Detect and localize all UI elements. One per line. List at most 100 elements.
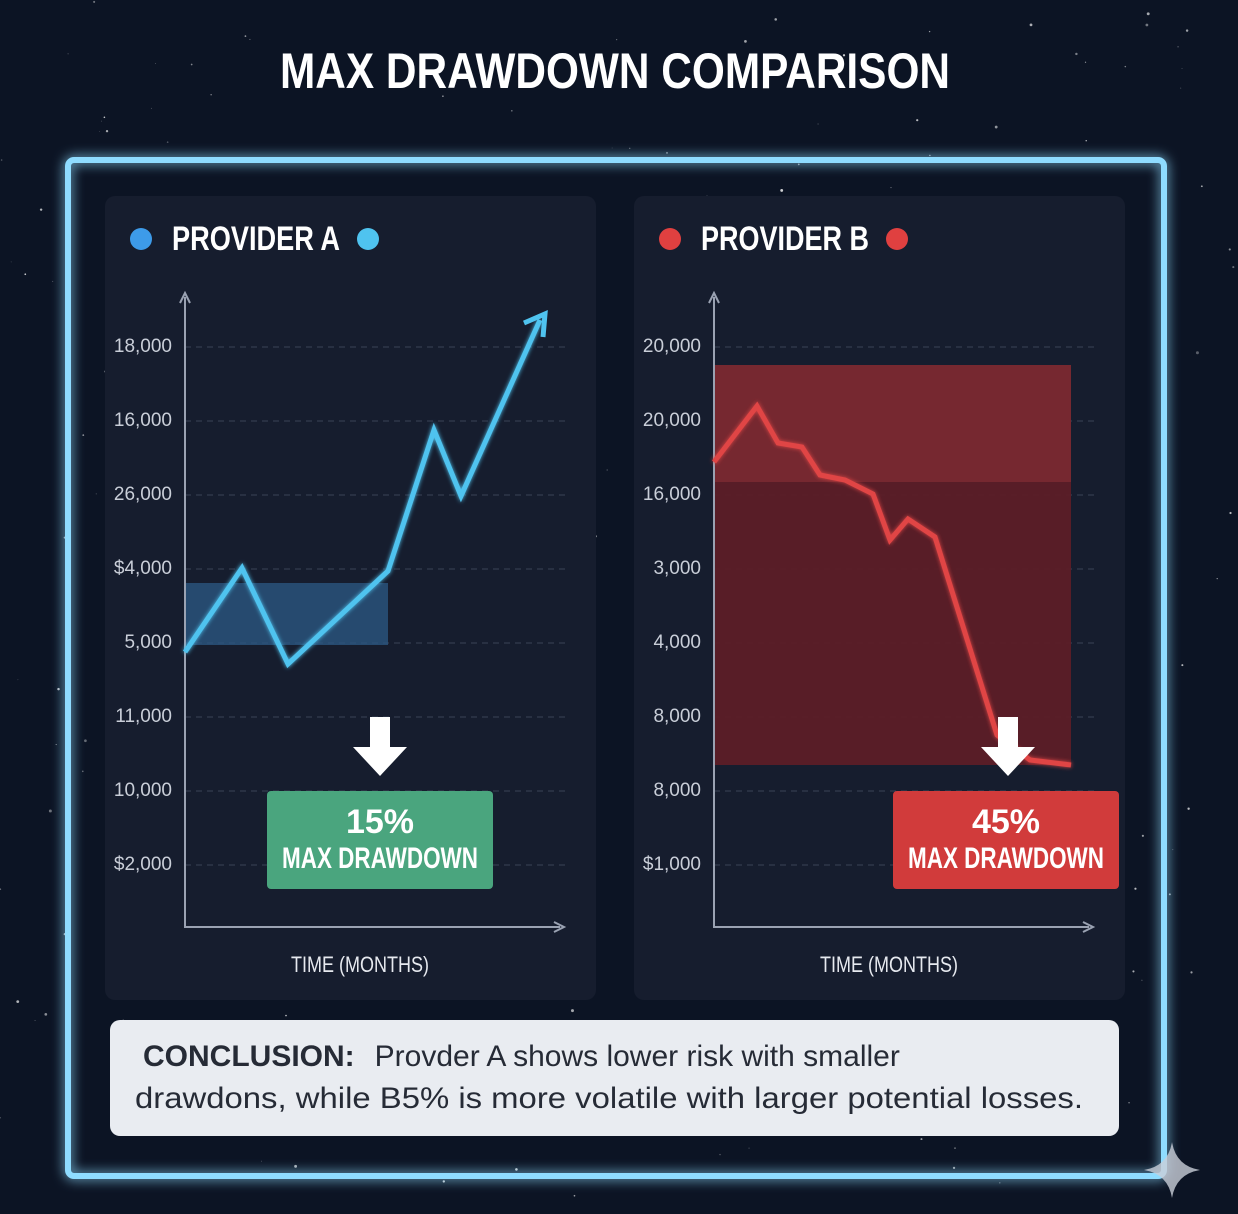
star [573, 1194, 576, 1197]
y-tick-label: 20,000 [643, 336, 701, 357]
star [616, 39, 618, 41]
x-axis-label: TIME (MONTHS) [291, 952, 429, 977]
star [797, 163, 800, 166]
y-tick-label: 26,000 [114, 484, 172, 505]
y-tick-label: 5,000 [124, 632, 172, 653]
axes [713, 297, 1089, 928]
y-tick-label: 10,000 [114, 780, 172, 801]
star [1145, 23, 1149, 27]
star [928, 30, 931, 33]
star [916, 119, 919, 122]
star [748, 1147, 750, 1149]
star [294, 1164, 298, 1168]
badge-value: 15% [346, 803, 414, 841]
y-tick-label: 16,000 [643, 484, 701, 505]
star [1181, 68, 1183, 69]
star [1124, 65, 1127, 68]
star [52, 280, 54, 282]
star [10, 261, 12, 263]
star [1228, 248, 1231, 251]
star [1084, 61, 1087, 63]
star [1200, 185, 1203, 188]
y-tick-label: 4,000 [653, 632, 701, 653]
star [515, 1168, 518, 1171]
star [1185, 29, 1189, 32]
y-tick-label: 3,000 [653, 558, 701, 579]
star [629, 147, 631, 149]
axes [184, 297, 560, 928]
star [0, 159, 3, 161]
star [929, 154, 931, 157]
down-arrow [353, 717, 407, 776]
sparkle [1144, 1142, 1200, 1198]
star [1029, 23, 1033, 27]
legend-dot [357, 228, 379, 250]
y-tick-label: 20,000 [643, 410, 701, 431]
star [1216, 578, 1218, 580]
star [1180, 87, 1182, 89]
star [150, 107, 152, 109]
star [39, 208, 43, 211]
frame [65, 157, 1167, 1179]
star [81, 770, 84, 773]
legend-dot [659, 228, 681, 250]
star [1232, 266, 1235, 269]
star [570, 1009, 574, 1013]
star [55, 743, 57, 746]
conclusion-text: Provder A shows lower risk with smaller [375, 1040, 900, 1073]
y-tick-label: 8,000 [653, 780, 701, 801]
y-tick-label: $2,000 [114, 854, 172, 875]
star [154, 63, 156, 64]
star [44, 1012, 48, 1016]
star [890, 187, 892, 189]
star [1177, 46, 1179, 48]
star [93, 0, 96, 3]
line-arrowhead [523, 310, 548, 338]
badge [893, 791, 1119, 889]
star [994, 125, 998, 129]
line [182, 318, 543, 669]
star [665, 151, 668, 154]
star [1128, 1101, 1130, 1104]
star [67, 53, 69, 55]
star [780, 188, 784, 192]
drawdown-area [185, 583, 388, 645]
star [1146, 12, 1150, 16]
star [1085, 140, 1087, 142]
conclusion-line1: CONCLUSION: Provder A shows lower risk wi… [143, 1040, 900, 1073]
star [190, 63, 193, 66]
star [920, 1138, 923, 1141]
star [0, 888, 2, 890]
star [863, 64, 866, 67]
star [952, 1166, 956, 1170]
y-tick-label: $1,000 [643, 854, 701, 875]
star [48, 809, 52, 813]
legend-dot [130, 228, 152, 250]
star [442, 1180, 445, 1183]
star [511, 110, 513, 112]
star [606, 469, 608, 471]
badge-label: MAX DRAWDOWN [908, 842, 1104, 875]
star [84, 739, 87, 743]
x-axis-label: TIME (MONTHS) [820, 952, 958, 977]
star [1181, 664, 1184, 667]
star [261, 1160, 262, 1162]
legend-dot [886, 228, 908, 250]
y-tick-label: $4,000 [114, 558, 172, 579]
y-tick-label: 18,000 [114, 336, 172, 357]
star [1075, 52, 1078, 56]
title: MAX DRAWDOWN COMPARISON [280, 43, 950, 99]
star [166, 141, 169, 143]
star [1187, 807, 1190, 810]
star [1172, 849, 1174, 851]
star [105, 129, 109, 133]
star [285, 1014, 287, 1017]
panel: PROVIDER B 20,000 20,000 16,000 3,000 4,000 8,… [634, 196, 1125, 1000]
star [98, 130, 100, 132]
star [1168, 893, 1171, 896]
y-tick-label: 8,000 [653, 706, 701, 727]
down-arrow [981, 717, 1035, 776]
panel: PROVIDER A 18,000 16,000 26,000 $4,000 5,000 1… [105, 196, 596, 1000]
